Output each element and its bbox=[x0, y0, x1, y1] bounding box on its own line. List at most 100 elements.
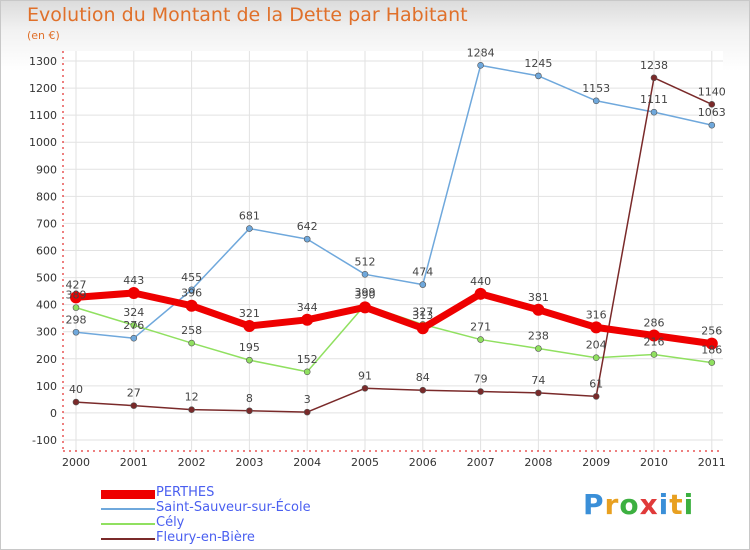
y-tick-label: -100 bbox=[32, 434, 57, 447]
data-label: 427 bbox=[66, 278, 87, 291]
data-point bbox=[592, 97, 600, 105]
data-label: 276 bbox=[123, 319, 144, 332]
data-point bbox=[70, 291, 82, 304]
y-tick-label: 500 bbox=[36, 272, 57, 285]
data-point bbox=[705, 337, 718, 350]
data-point bbox=[185, 299, 198, 312]
y-tick-label: 1300 bbox=[29, 55, 57, 68]
data-point bbox=[303, 235, 311, 243]
data-point bbox=[592, 393, 600, 400]
data-label: 8 bbox=[246, 392, 253, 405]
y-tick-label: 1100 bbox=[29, 109, 57, 122]
data-label: 79 bbox=[474, 373, 488, 386]
data-label: 152 bbox=[297, 353, 318, 366]
data-label: 204 bbox=[586, 339, 607, 352]
data-point bbox=[303, 368, 311, 376]
legend-label: PERTHES bbox=[156, 485, 215, 500]
brand-letter: o bbox=[619, 488, 640, 521]
data-point bbox=[72, 328, 80, 336]
data-label: 186 bbox=[701, 344, 722, 357]
data-point bbox=[188, 406, 195, 413]
data-point bbox=[708, 121, 716, 129]
brand-letter: x bbox=[639, 488, 659, 521]
x-tick-label: 2004 bbox=[293, 456, 321, 469]
data-point bbox=[590, 321, 603, 334]
data-point bbox=[477, 388, 484, 395]
data-point bbox=[72, 304, 80, 311]
data-label: 256 bbox=[701, 325, 722, 338]
data-point bbox=[477, 336, 484, 343]
data-point bbox=[246, 407, 253, 415]
brand-letter: P bbox=[583, 488, 605, 521]
x-tick-label: 2002 bbox=[178, 456, 206, 469]
x-tick-label: 2006 bbox=[409, 456, 437, 469]
data-label: 40 bbox=[69, 383, 83, 396]
data-point bbox=[650, 351, 658, 358]
legend-label: Fleury-en-Bière bbox=[156, 530, 255, 545]
data-label: 389 bbox=[66, 289, 87, 302]
data-label: 443 bbox=[123, 274, 144, 287]
x-tick-label: 2011 bbox=[698, 456, 726, 469]
y-tick-label: 600 bbox=[36, 245, 57, 258]
data-point bbox=[474, 287, 487, 300]
data-point bbox=[246, 356, 253, 364]
data-point bbox=[535, 72, 542, 80]
legend-swatch bbox=[101, 538, 155, 540]
data-label: 271 bbox=[470, 321, 491, 334]
chart-title: Evolution du Montant de la Dette par Hab… bbox=[27, 4, 468, 26]
x-tick-label: 2005 bbox=[351, 456, 379, 469]
brand-logo: Proxiti bbox=[583, 488, 694, 521]
data-point bbox=[246, 225, 253, 232]
data-label: 316 bbox=[586, 308, 607, 321]
data-label: 1111 bbox=[640, 93, 668, 106]
legend-label: Cély bbox=[156, 515, 185, 530]
data-label: 12 bbox=[185, 391, 199, 404]
data-point bbox=[130, 321, 138, 329]
x-tick-label: 2009 bbox=[582, 456, 610, 469]
legend-swatch bbox=[101, 508, 155, 510]
data-label: 681 bbox=[239, 210, 260, 223]
data-label: 440 bbox=[470, 275, 491, 288]
data-point bbox=[130, 402, 138, 409]
series-line bbox=[75, 64, 712, 339]
data-label: 216 bbox=[644, 335, 665, 348]
y-tick-label: 1200 bbox=[29, 82, 57, 95]
y-tick-label: 400 bbox=[36, 299, 57, 312]
data-point bbox=[419, 281, 427, 288]
data-label: 474 bbox=[412, 266, 433, 279]
data-label: 324 bbox=[123, 306, 144, 319]
data-label: 3 bbox=[304, 393, 311, 406]
data-label: 313 bbox=[412, 309, 433, 322]
y-tick-label: 1000 bbox=[29, 136, 57, 149]
x-tick-label: 2010 bbox=[640, 456, 668, 469]
data-label: 390 bbox=[355, 288, 376, 301]
data-label: 258 bbox=[181, 324, 202, 337]
data-point bbox=[361, 271, 369, 278]
data-point bbox=[648, 329, 660, 342]
data-label: 327 bbox=[412, 305, 433, 318]
data-point bbox=[419, 386, 427, 394]
data-point bbox=[477, 62, 484, 69]
data-point bbox=[303, 408, 311, 416]
data-label: 74 bbox=[531, 374, 545, 387]
data-point bbox=[301, 313, 314, 326]
series-line bbox=[75, 289, 713, 348]
data-point bbox=[708, 101, 716, 108]
data-label: 321 bbox=[239, 307, 260, 320]
data-label: 238 bbox=[528, 329, 549, 342]
data-point bbox=[243, 320, 256, 333]
series-line bbox=[75, 77, 713, 413]
data-label: 27 bbox=[127, 387, 141, 400]
data-point bbox=[127, 287, 140, 300]
data-point bbox=[72, 398, 80, 406]
y-tick-label: 800 bbox=[36, 190, 57, 203]
brand-letter: r bbox=[604, 488, 620, 521]
y-tick-label: 700 bbox=[36, 217, 57, 230]
data-point bbox=[361, 384, 369, 392]
data-label: 399 bbox=[355, 286, 376, 299]
data-point bbox=[708, 359, 716, 366]
legend-swatch bbox=[101, 489, 155, 499]
legend-swatch bbox=[101, 523, 155, 525]
data-label: 1140 bbox=[698, 85, 726, 98]
